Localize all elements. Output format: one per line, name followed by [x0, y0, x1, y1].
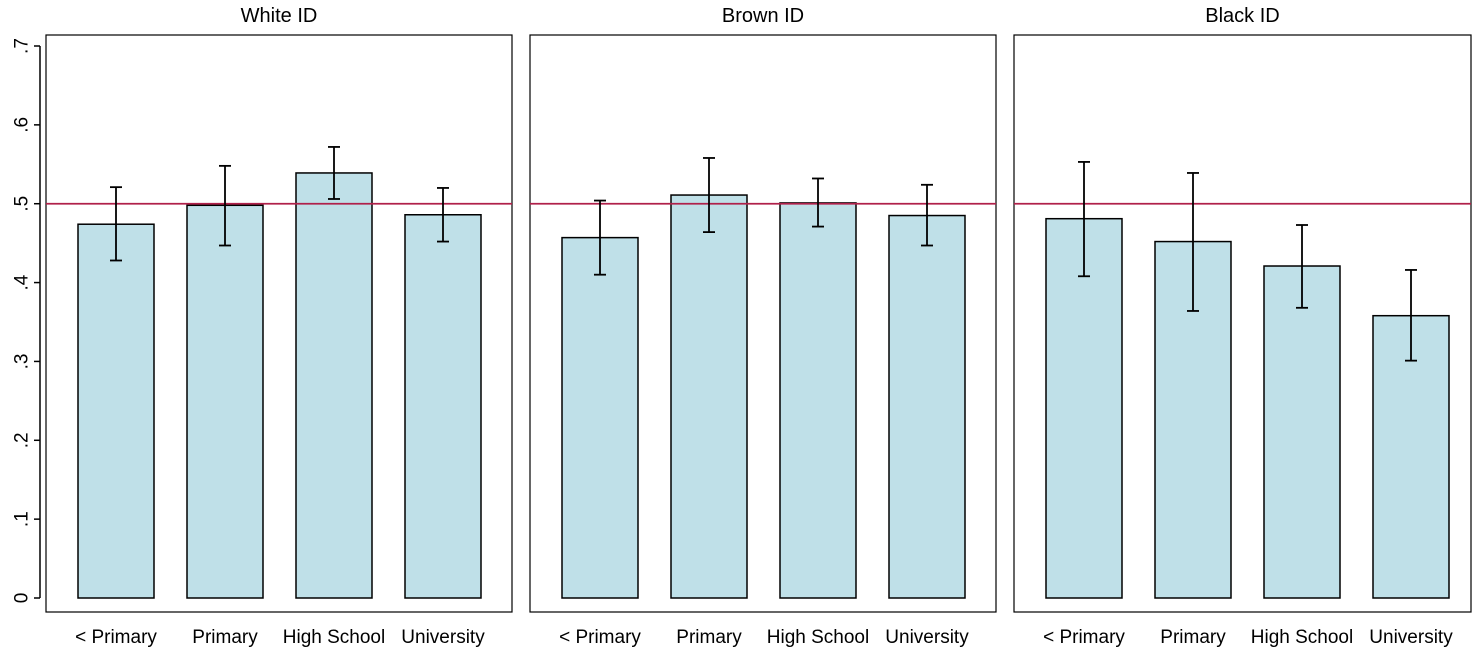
error-bar [812, 177, 824, 228]
y-tick-label: .7 [12, 38, 33, 54]
bar [888, 214, 966, 599]
error-bar [1296, 224, 1308, 309]
category-label: Primary [676, 627, 742, 648]
panel-frame [529, 34, 997, 613]
y-tick-label: .1 [12, 511, 33, 527]
error-bar [921, 183, 933, 247]
category-label: High School [767, 627, 869, 648]
error-bar [328, 146, 340, 200]
panel-frame [45, 34, 513, 613]
y-tick-label: .3 [12, 353, 33, 369]
category-label: < Primary [1043, 627, 1125, 648]
bar [561, 236, 639, 599]
error-bar [219, 164, 231, 247]
panel-title: Black ID [1205, 5, 1279, 27]
category-label: University [885, 627, 969, 648]
error-bar [703, 157, 715, 234]
y-tick-label: .5 [12, 196, 33, 212]
category-label: Primary [1160, 627, 1226, 648]
error-bar [1187, 172, 1199, 312]
bar [1263, 265, 1341, 599]
y-tick-label: .6 [12, 117, 33, 133]
y-tick-label: .2 [12, 432, 33, 448]
error-bar [437, 187, 449, 243]
bar [1372, 314, 1450, 599]
error-bar [1405, 269, 1417, 362]
bar [779, 202, 857, 599]
category-label: University [1369, 627, 1453, 648]
panel-2: Brown ID < Primary Primary High School Unive… [529, 5, 997, 648]
panel-title: White ID [241, 5, 318, 27]
bar [186, 204, 264, 599]
category-label: High School [1251, 627, 1353, 648]
bar [670, 194, 748, 599]
error-bar [594, 199, 606, 276]
category-label: < Primary [75, 627, 157, 648]
error-bar [1078, 161, 1090, 278]
category-label: Primary [192, 627, 258, 648]
bar [77, 223, 155, 599]
bar [1045, 217, 1123, 599]
error-bar [110, 186, 122, 262]
bar [295, 172, 373, 599]
bar [404, 214, 482, 599]
panel-title: Brown ID [722, 5, 804, 27]
panel-1: White ID < Primary Primary High School Unive… [45, 5, 513, 648]
y-tick-label: 0 [12, 593, 33, 604]
category-label: < Primary [559, 627, 641, 648]
y-tick-label: .4 [12, 274, 33, 290]
category-label: High School [283, 627, 385, 648]
category-label: University [401, 627, 485, 648]
panel-3: Black ID < Primary Primary High School Unive… [1013, 5, 1472, 648]
panel-frame [1013, 34, 1472, 613]
